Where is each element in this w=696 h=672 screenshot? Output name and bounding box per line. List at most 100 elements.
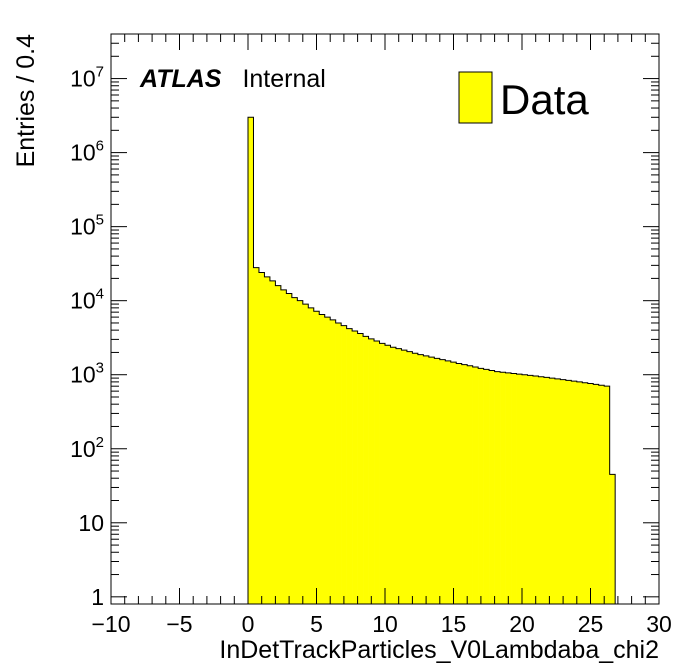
histogram-bar: [428, 357, 435, 604]
histogram-bar: [445, 360, 452, 604]
histogram-bar: [346, 328, 353, 604]
y-tick-label: 102: [70, 434, 104, 462]
histogram-bar: [258, 272, 265, 604]
y-axis-title: Entries / 0.4: [12, 34, 40, 167]
y-tick-label-exponent: 5: [96, 212, 104, 229]
y-tick-label: 105: [70, 212, 104, 240]
histogram-bar: [302, 304, 309, 604]
histogram-bar: [395, 348, 402, 604]
histogram-bar: [456, 363, 463, 604]
histogram-bar: [374, 341, 380, 604]
histogram-bar: [500, 372, 506, 604]
histogram-bar: [363, 336, 369, 604]
y-tick-label-exponent: 7: [96, 64, 104, 81]
histogram-bar: [330, 319, 336, 604]
histogram-bar: [352, 330, 358, 604]
histogram-bar: [511, 373, 517, 604]
histogram-bar: [609, 474, 616, 604]
y-tick-label-base: 10: [70, 140, 96, 166]
y-tick-label-base: 10: [78, 510, 104, 536]
histogram-bar: [313, 311, 320, 604]
x-tick-label: −5: [166, 611, 192, 637]
histogram-bar: [489, 370, 495, 604]
histogram-bars: [247, 116, 616, 604]
histogram-bar: [319, 314, 326, 604]
histogram-bar: [532, 376, 539, 604]
histogram-bar: [554, 378, 561, 604]
histogram-bar: [341, 325, 347, 604]
histogram-bar: [423, 355, 430, 604]
histogram-bar: [417, 354, 424, 604]
histogram-bar: [264, 276, 271, 604]
x-tick-label: 15: [441, 611, 467, 637]
histogram-bar: [543, 377, 550, 604]
atlas-label: ATLAS Internal: [139, 65, 326, 93]
histogram-bar: [467, 365, 473, 604]
y-tick-label-base: 10: [70, 362, 96, 388]
axis-ticks: [110, 33, 660, 604]
histogram-bar: [248, 117, 254, 604]
histogram-bar: [565, 380, 572, 604]
y-tick-label: 10: [78, 510, 104, 536]
x-axis-title: InDetTrackParticles_V0Lambdaba_chi2: [219, 636, 659, 664]
histogram-bar: [335, 322, 342, 604]
histogram-bar: [587, 383, 594, 604]
histogram-bar: [549, 378, 556, 604]
histogram-bar: [385, 345, 391, 604]
histogram-bar: [368, 338, 375, 604]
histogram-bar: [598, 385, 605, 604]
histogram-bar: [538, 376, 545, 604]
y-tick-label: 106: [70, 138, 104, 166]
histogram-bar: [461, 364, 468, 604]
histogram-bar: [472, 367, 479, 604]
histogram-outline: [247, 116, 616, 604]
x-tick-label: 5: [310, 611, 323, 637]
histogram-bar: [505, 372, 512, 604]
y-tick-label: 104: [70, 286, 104, 314]
atlas-label-bold: ATLAS: [139, 65, 222, 93]
histogram-bar: [593, 384, 600, 604]
y-tick-label: 1: [91, 584, 104, 610]
x-tick-label: 20: [509, 611, 535, 637]
atlas-label-text: Internal: [242, 65, 325, 93]
histogram-bar: [494, 371, 501, 604]
y-tick-label-base: 10: [70, 436, 96, 462]
histogram-bar: [604, 386, 610, 604]
y-tick-label-base: 10: [70, 66, 96, 92]
histogram-bar: [269, 280, 276, 604]
histogram-bar: [522, 374, 528, 604]
legend-swatch: [458, 71, 493, 124]
histogram-bar: [516, 374, 523, 604]
histogram-bar: [527, 375, 534, 604]
histogram-bar: [412, 353, 419, 604]
histogram-bar: [439, 359, 446, 604]
histogram-bar: [450, 362, 457, 604]
x-tick-label: 10: [372, 611, 398, 637]
histogram-bar: [560, 379, 567, 604]
y-tick-label-exponent: 3: [96, 360, 104, 377]
histogram-bar: [483, 369, 490, 604]
histogram-bar: [582, 382, 589, 604]
histogram-bar: [308, 307, 315, 604]
histogram-bar: [379, 343, 386, 604]
histogram-bar: [297, 300, 304, 604]
histogram-bar: [291, 297, 298, 604]
y-tick-label: 103: [70, 360, 104, 388]
histogram-bar: [576, 381, 583, 604]
histogram-bar: [434, 358, 441, 604]
y-tick-label-base: 10: [70, 288, 96, 314]
y-tick-label-base: 10: [70, 214, 96, 240]
histogram-bar: [280, 289, 287, 604]
y-tick-label-exponent: 2: [96, 434, 104, 451]
x-tick-labels: −10 −5 0 5 10 15 20 25 30: [91, 611, 671, 637]
y-tick-label-exponent: 4: [96, 286, 104, 303]
x-tick-label: 25: [578, 611, 604, 637]
histogram-bar: [478, 368, 484, 604]
histogram-bar: [406, 351, 413, 604]
histogram-bar: [571, 381, 578, 604]
y-tick-label: 107: [70, 64, 104, 92]
y-tick-label-exponent: 6: [96, 138, 104, 155]
histogram-bar: [324, 317, 331, 604]
